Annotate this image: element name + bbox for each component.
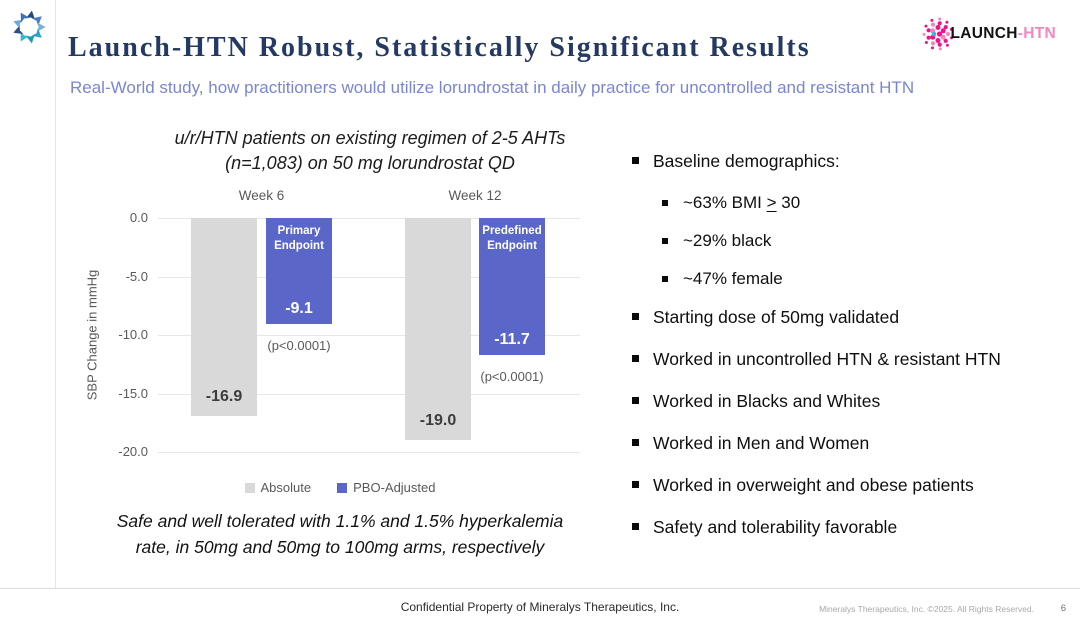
bar-endpoint-annotation: Predefined Endpoint: [482, 225, 542, 252]
bullet-item: ~47% female: [660, 266, 1072, 292]
y-axis-tick-label: -20.0: [118, 444, 148, 459]
bullet-square-icon: [662, 238, 668, 244]
bullet-square-icon: [632, 157, 639, 164]
chart-title-line-2: (n=1,083) on 50 mg lorundrostat QD: [225, 153, 515, 173]
y-axis-tick-label: -5.0: [125, 268, 148, 284]
launch-logo-word: LAUNCH: [950, 25, 1018, 42]
bullet-item: Safety and tolerability favorable: [630, 514, 1072, 540]
bullet-item: ~63% BMI > 30: [660, 190, 1072, 216]
bullet-text: Starting dose of 50mg validated: [653, 307, 900, 327]
bar-value-label: -19.0: [419, 412, 457, 429]
y-axis-tick-label: -15.0: [118, 385, 148, 401]
bullet-item: Worked in Men and Women: [630, 430, 1072, 456]
bullet-square-icon: [632, 355, 639, 362]
footer-divider-line: [0, 588, 1080, 589]
legend-swatch-icon: [337, 482, 348, 493]
greater-equal-sign: >: [766, 193, 777, 212]
legend-item-pbo-adjusted: PBO-Adjusted: [337, 480, 435, 495]
bar-absolute-week-6: -16.9: [191, 218, 257, 416]
footer-copyright-text: Mineralys Therapeutics, Inc. ©2025. All …: [819, 604, 1034, 614]
bullet-text: Worked in Blacks and Whites: [653, 391, 881, 411]
bar-value-label: -9.1: [285, 300, 313, 317]
gridline: [158, 218, 580, 219]
bullet-item: Worked in Blacks and Whites: [630, 388, 1072, 414]
bar-value-label: -16.9: [205, 388, 243, 405]
y-axis-tick-label: 0.0: [129, 210, 148, 225]
y-axis-tick-label: -10.0: [118, 327, 148, 342]
chart-title-line-1: u/r/HTN patients on existing regimen of …: [174, 128, 566, 148]
bullet-text: Worked in overweight and obese patients: [653, 475, 974, 495]
bullet-item: Worked in overweight and obese patients: [630, 472, 1072, 498]
footer-page-number: 6: [1060, 603, 1066, 614]
safety-footnote-line-2: rate, in 50mg and 50mg to 100mg arms, re…: [135, 537, 545, 557]
legend-item-absolute: Absolute: [244, 480, 312, 495]
mineralys-pinwheel-icon: [13, 10, 46, 44]
legend-swatch-icon: [244, 482, 255, 493]
bullet-item: Worked in uncontrolled HTN & resistant H…: [630, 346, 1072, 372]
bar-pbo-adjusted-week-12: Predefined Endpoint -11.7: [479, 218, 545, 355]
legend-label: Absolute: [260, 480, 312, 495]
bullet-text: Safety and tolerability favorable: [653, 517, 898, 537]
left-divider-line: [55, 0, 56, 588]
gridline: [158, 393, 580, 395]
bullet-item: ~29% black: [660, 228, 1072, 254]
category-label: Week 6: [238, 188, 285, 203]
bar-value-label: -11.7: [494, 331, 530, 348]
gridline: [158, 335, 580, 336]
bar-absolute-week-12: -19.0: [405, 218, 471, 440]
key-findings-list: Baseline demographics: ~63% BMI > 30 ~29% …: [630, 148, 1072, 556]
chart-title: u/r/HTN patients on existing regimen of …: [120, 126, 620, 176]
bar-pbo-adjusted-week-6: Primary Endpoint -9.1: [266, 218, 332, 324]
bullet-square-icon: [632, 439, 639, 446]
bullet-square-icon: [662, 276, 668, 282]
bullet-text: ~47% female: [683, 269, 783, 288]
safety-footnote-line-1: Safe and well tolerated with 1.1% and 1.…: [116, 511, 564, 531]
gridline: [158, 452, 580, 453]
page-title: Launch-HTN Robust, Statistically Signifi…: [68, 32, 811, 63]
p-value-label: (p<0.0001): [267, 338, 331, 353]
bullet-item: Starting dose of 50mg validated: [630, 304, 1072, 330]
sbp-change-bar-chart: u/r/HTN patients on existing regimen of …: [60, 120, 620, 590]
footer-confidential-text: Confidential Property of Mineralys Thera…: [400, 600, 680, 614]
bullet-square-icon: [632, 397, 639, 404]
safety-footnote: Safe and well tolerated with 1.1% and 1.…: [60, 508, 620, 560]
launch-logo-suffix: -HTN: [1017, 25, 1056, 42]
bullet-square-icon: [632, 481, 639, 488]
bullet-square-icon: [632, 523, 639, 530]
bullet-text: Worked in Men and Women: [653, 433, 870, 453]
bullet-text: ~29% black: [683, 231, 772, 250]
bullet-square-icon: [632, 313, 639, 320]
legend-label: PBO-Adjusted: [353, 480, 436, 495]
category-label: Week 12: [448, 188, 502, 203]
gridline: [158, 276, 580, 278]
bullet-text: Baseline demographics:: [653, 151, 840, 171]
page-subtitle: Real-World study, how practitioners woul…: [70, 78, 915, 97]
chart-legend: Absolute PBO-Adjusted: [60, 480, 620, 495]
bar-endpoint-annotation: Primary Endpoint: [274, 225, 324, 252]
p-value-label: (p<0.0001): [480, 369, 544, 384]
bullet-text: ~63% BMI > 30: [683, 193, 801, 212]
bullet-text: Worked in uncontrolled HTN & resistant H…: [653, 349, 1001, 369]
launch-htn-logo: LAUNCH -HTN: [921, 14, 1056, 54]
launch-htn-dots-icon: [922, 17, 953, 51]
bullet-square-icon: [662, 200, 668, 206]
bullet-item: Baseline demographics:: [630, 148, 1072, 174]
